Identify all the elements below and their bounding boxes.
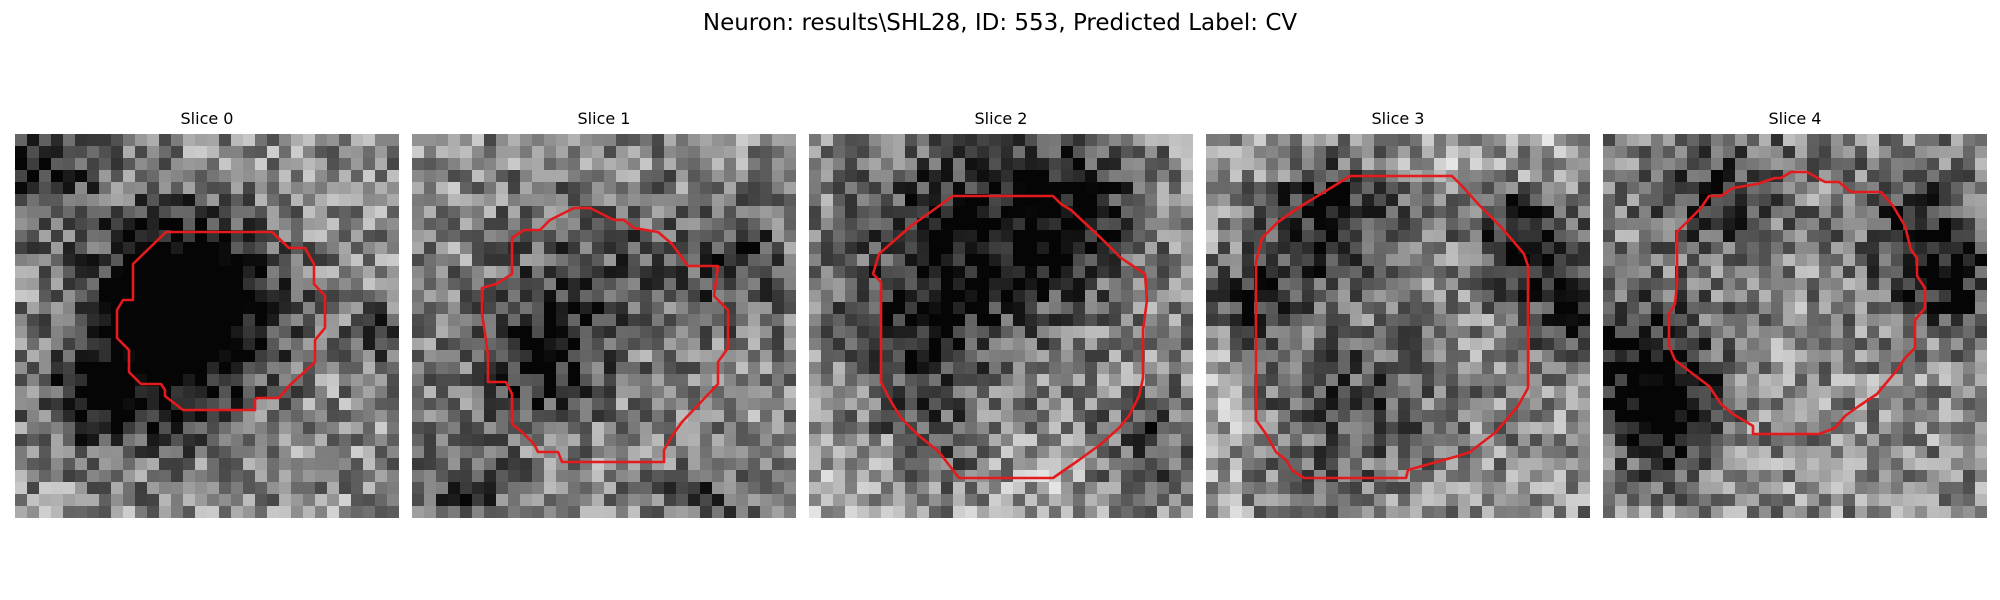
contour-line: [871, 194, 1149, 480]
panel-title-slice-4: Slice 4: [1768, 109, 1822, 128]
panel-title-slice-2: Slice 2: [974, 109, 1028, 128]
pixel-grid: [809, 134, 1193, 518]
contour-line: [1254, 174, 1530, 480]
panel-title-slice-3: Slice 3: [1371, 109, 1425, 128]
contour-line: [480, 206, 730, 464]
figure-title: Neuron: results\SHL28, ID: 553, Predicte…: [702, 10, 1298, 36]
slice-1-image: [412, 134, 796, 518]
pixel-grid: [412, 134, 796, 518]
slice-2-image: [809, 134, 1193, 518]
pixel-grid: [15, 134, 399, 518]
contour-line: [115, 230, 327, 412]
slice-4-image: [1603, 134, 1987, 518]
slice-0-image: [15, 134, 399, 518]
panel-slice-0: Slice 0: [15, 108, 399, 520]
pixel-grid: [1603, 134, 1987, 518]
panel-title-slice-0: Slice 0: [180, 109, 234, 128]
slice-3-image: [1206, 134, 1590, 518]
panel-slice-1: Slice 1: [412, 108, 796, 520]
panel-slice-4: Slice 4: [1603, 108, 1987, 520]
panel-title-slice-1: Slice 1: [577, 109, 631, 128]
contour-line: [1667, 170, 1927, 436]
panel-slice-2: Slice 2: [809, 108, 1193, 520]
panel-slice-3: Slice 3: [1206, 108, 1590, 520]
pixel-grid: [1206, 134, 1590, 518]
